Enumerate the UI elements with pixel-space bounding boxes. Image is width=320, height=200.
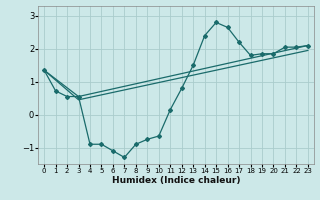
X-axis label: Humidex (Indice chaleur): Humidex (Indice chaleur) xyxy=(112,176,240,185)
